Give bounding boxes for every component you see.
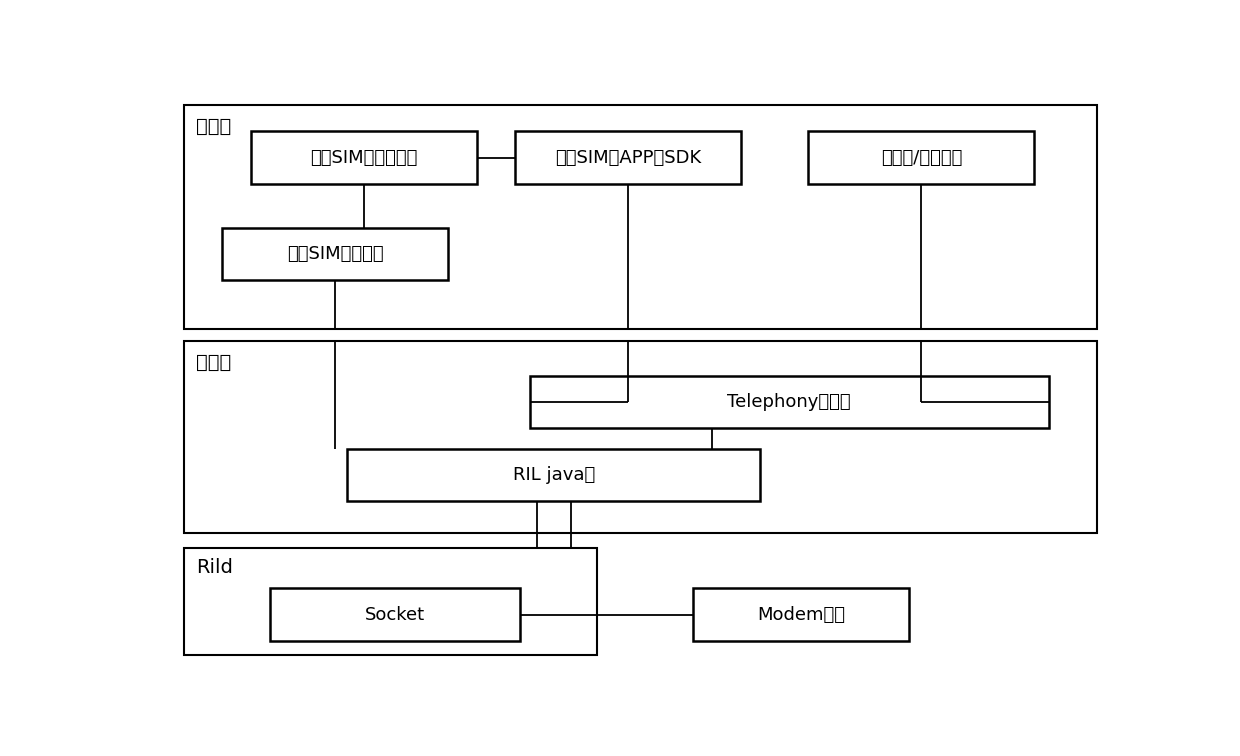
Bar [693, 588, 909, 641]
Text: Rild: Rild [196, 558, 233, 577]
Text: Modem模块: Modem模块 [758, 606, 846, 624]
Text: 电话本/信息模块: 电话本/信息模块 [880, 149, 962, 166]
Text: 框架层: 框架层 [196, 352, 232, 372]
Bar [250, 132, 477, 184]
Text: RIL java层: RIL java层 [512, 466, 595, 484]
Bar [270, 588, 521, 641]
Text: Socket: Socket [366, 606, 425, 624]
Text: 虚拟SIM卡适配层: 虚拟SIM卡适配层 [286, 245, 383, 263]
Bar [222, 228, 448, 280]
Bar [184, 105, 1096, 330]
Bar [808, 132, 1034, 184]
Text: 虚拟SIM卡APP和SDK: 虚拟SIM卡APP和SDK [556, 149, 702, 166]
Bar [184, 547, 596, 655]
Bar [516, 132, 742, 184]
Bar [347, 449, 760, 501]
Text: Telephony接口层: Telephony接口层 [728, 393, 851, 411]
Text: 虚拟SIM卡操作系统: 虚拟SIM卡操作系统 [310, 149, 418, 166]
Bar [529, 376, 1049, 429]
Bar [184, 341, 1096, 533]
Text: 应用层: 应用层 [196, 117, 232, 136]
